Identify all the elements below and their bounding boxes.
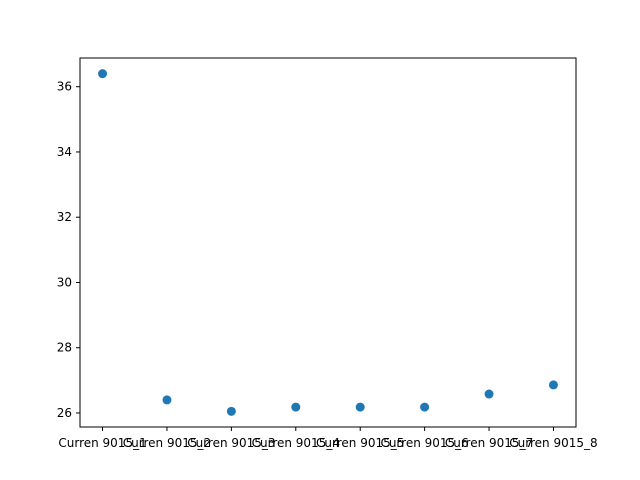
data-point xyxy=(162,395,172,405)
data-points xyxy=(98,69,558,416)
plot-frame xyxy=(79,57,577,428)
y-tick-label: 34 xyxy=(57,145,72,159)
plot-background xyxy=(80,58,576,427)
y-tick-label: 36 xyxy=(57,80,72,94)
y-tick-label: 28 xyxy=(57,341,72,355)
data-point xyxy=(98,69,108,79)
x-tick-label: Curren 9015_1 xyxy=(58,436,146,450)
x-tick-label: Curren 9015_8 xyxy=(509,436,597,450)
x-tick-label: Curren 9015_5 xyxy=(316,436,404,450)
y-tick-label: 30 xyxy=(57,275,72,289)
data-point xyxy=(420,402,430,412)
x-tick-label: Curren 9015_4 xyxy=(252,436,340,450)
x-tick-label: Curren 9015_6 xyxy=(380,436,468,450)
data-point xyxy=(291,402,301,412)
y-axis-ticks: 26 28 30 32 34 36 xyxy=(57,80,80,420)
x-tick-label: Curren 9015_3 xyxy=(187,436,275,450)
x-tick-label: Curren 9015_2 xyxy=(123,436,211,450)
x-tick-label: Curren 9015_7 xyxy=(445,436,533,450)
data-point xyxy=(226,406,236,416)
data-point xyxy=(484,389,494,399)
y-tick-label: 32 xyxy=(57,210,72,224)
data-point xyxy=(355,402,365,412)
y-tick-label: 26 xyxy=(57,406,72,420)
data-point xyxy=(548,380,558,390)
